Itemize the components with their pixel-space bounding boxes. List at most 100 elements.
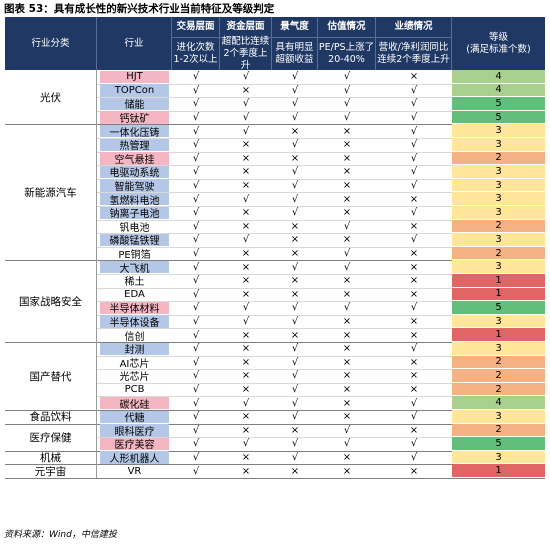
grade: 1	[452, 274, 545, 288]
header-criterion-desc: 进化次数 1-2次以上	[172, 38, 220, 70]
criterion-mark: ×	[342, 207, 352, 219]
category: 光伏	[5, 70, 97, 125]
header-criterion-desc: PE/PS上涨了 20-40%	[318, 38, 376, 70]
criterion-mark: √	[410, 112, 418, 124]
criterion-mark: √	[410, 302, 418, 314]
industry: 碳化硅	[100, 396, 169, 411]
group-line	[5, 478, 545, 479]
criterion-mark: √	[192, 302, 200, 314]
grade: 2	[452, 219, 545, 234]
criterion-mark: ×	[342, 234, 352, 246]
grade: 3	[452, 124, 545, 138]
criterion-mark: √	[192, 452, 200, 464]
group-line	[5, 342, 545, 343]
criterion-mark: √	[192, 465, 200, 477]
industry: 大飞机	[100, 260, 169, 275]
criterion-mark: ×	[342, 180, 352, 192]
header-criterion: 业绩情况	[376, 17, 452, 38]
row-line	[97, 437, 452, 439]
criterion-mark: ×	[342, 370, 352, 382]
criterion-mark: √	[242, 71, 250, 83]
row-line	[97, 219, 452, 221]
grade: 5	[452, 110, 545, 125]
industry: 半导体设备	[100, 315, 169, 329]
criterion-mark: √	[291, 166, 299, 178]
criterion-mark: √	[192, 234, 200, 246]
industry: 空气悬挂	[100, 152, 169, 166]
criterion-mark: √	[291, 71, 299, 83]
criterion-mark: √	[343, 424, 351, 436]
header-grade: 等级 (满足标准个数)	[452, 17, 545, 70]
criterion-mark: ×	[342, 397, 352, 409]
criterion-mark: ×	[241, 356, 251, 368]
criterion-mark: ×	[409, 329, 419, 341]
criterion-mark: √	[192, 248, 200, 260]
criterion-mark: √	[242, 438, 250, 450]
grade: 3	[452, 410, 545, 424]
criterion-mark: √	[242, 302, 250, 314]
header-desc-line: 连续2个季度上升	[377, 54, 450, 65]
criterion-mark: ×	[409, 71, 419, 83]
criterion-mark: √	[291, 193, 299, 205]
row-line	[97, 165, 452, 167]
criterion-mark: √	[343, 84, 351, 96]
criterion-mark: √	[291, 356, 299, 368]
row-line	[97, 314, 452, 316]
criterion-mark: √	[410, 438, 418, 450]
criterion-mark: √	[291, 261, 299, 273]
industry: 钒电池	[119, 222, 150, 234]
row-line	[97, 396, 452, 398]
header-desc-line: 具有明显	[275, 42, 314, 53]
grade: 2	[452, 246, 545, 261]
grade: 2	[452, 151, 545, 166]
criterion-mark: √	[410, 125, 418, 137]
criterion-mark: √	[410, 152, 418, 164]
grade: 3	[452, 314, 545, 329]
industry: 稀土	[124, 277, 145, 289]
grade: 2	[452, 423, 545, 438]
criterion-mark: √	[192, 207, 200, 219]
criterion-mark: √	[192, 261, 200, 273]
criterion-mark: ×	[241, 329, 251, 341]
category: 新能源汽车	[5, 124, 97, 261]
header-desc-line: 1-2次以上	[173, 54, 218, 65]
criterion-mark: ×	[409, 261, 419, 273]
criterion-mark: √	[192, 424, 200, 436]
header-desc-line: 进化次数	[176, 42, 215, 53]
criterion-mark: √	[343, 302, 351, 314]
industry: TOPCon	[100, 84, 169, 97]
row-line	[97, 246, 452, 248]
criterion-mark: √	[192, 166, 200, 178]
group-line	[5, 124, 545, 126]
criterion-mark: √	[192, 139, 200, 151]
criterion-mark: √	[343, 220, 351, 232]
category: 医疗保健	[5, 423, 97, 451]
row-line	[97, 192, 452, 194]
criterion-mark: √	[343, 248, 351, 260]
criterion-mark: ×	[342, 152, 352, 164]
criterion-mark: ×	[241, 84, 251, 96]
criterion-mark: √	[343, 71, 351, 83]
criterion-mark: ×	[342, 343, 352, 355]
header-criterion: 景气度	[272, 17, 318, 38]
criterion-mark: ×	[342, 125, 352, 137]
industry: 信创	[124, 331, 145, 343]
criterion-mark: √	[242, 112, 250, 124]
criterion-mark: √	[291, 302, 299, 314]
grade: 1	[452, 464, 545, 478]
criterion-mark: ×	[409, 193, 419, 205]
grade: 5	[452, 301, 545, 315]
criterion-mark: √	[192, 193, 200, 205]
row-line	[97, 301, 452, 303]
header-grade-line: 等级	[488, 31, 508, 43]
criterion-mark: √	[192, 84, 200, 96]
header-criterion: 估值情况	[318, 17, 376, 38]
criterion-mark: ×	[409, 316, 419, 328]
criterion-mark: √	[291, 207, 299, 219]
industry: AI芯片	[119, 358, 150, 370]
criterion-mark: √	[192, 356, 200, 368]
group-line	[5, 423, 545, 425]
header-desc-line: 超配比连续	[221, 36, 270, 47]
criterion-mark: √	[410, 166, 418, 178]
header-criterion-desc: 超配比连续 2个季度上升	[220, 36, 272, 71]
